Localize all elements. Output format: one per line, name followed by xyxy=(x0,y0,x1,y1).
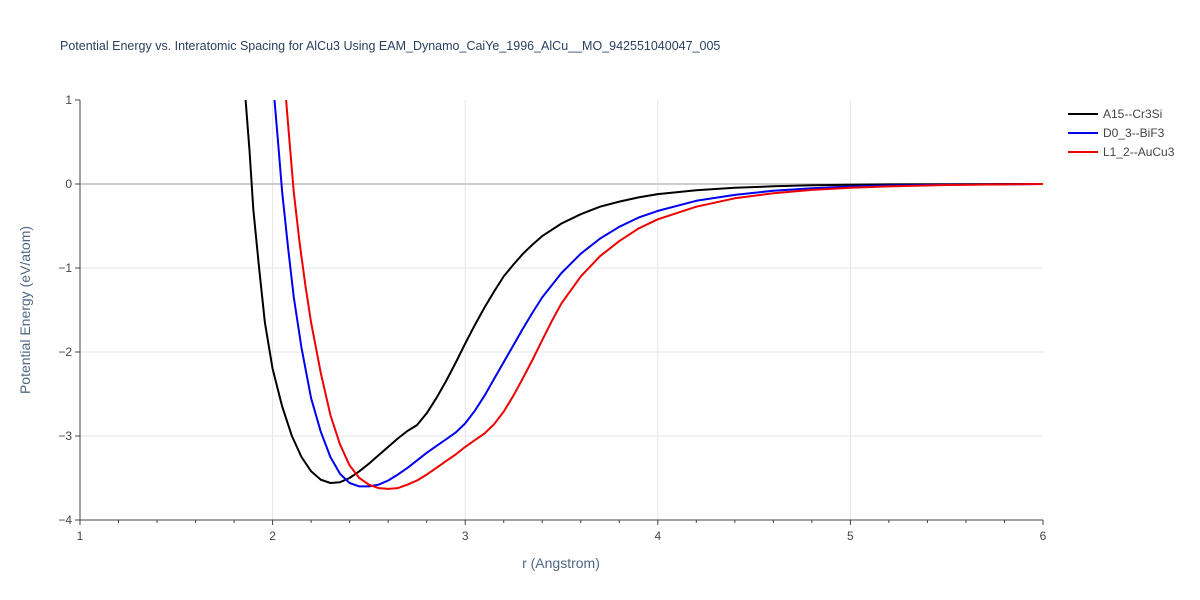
grid xyxy=(80,100,1043,520)
axes: 1 2 3 4 5 6 −4 −3 −2 −1 0 1 xyxy=(58,93,1046,543)
x-tick-label: 1 xyxy=(77,529,84,543)
legend-label: D0_3--BiF3 xyxy=(1103,126,1165,140)
legend-item[interactable]: A15--Cr3Si xyxy=(1068,107,1162,121)
y-tick-label: 0 xyxy=(65,177,72,191)
y-tick-label: 1 xyxy=(65,93,72,107)
y-tick-label: −1 xyxy=(58,261,72,275)
legend[interactable]: A15--Cr3Si D0_3--BiF3 L1_2--AuCu3 xyxy=(1068,107,1175,159)
legend-label: L1_2--AuCu3 xyxy=(1103,145,1175,159)
series-lines xyxy=(244,100,1043,490)
y-tick-label: −4 xyxy=(58,513,72,527)
series-line-1 xyxy=(273,100,1043,488)
chart-title: Potential Energy vs. Interatomic Spacing… xyxy=(60,39,720,53)
x-tick-label: 4 xyxy=(654,529,661,543)
x-tick-label: 6 xyxy=(1040,529,1047,543)
series-line-2 xyxy=(285,100,1043,490)
y-tick-label: −2 xyxy=(58,345,72,359)
x-tick-label: 3 xyxy=(462,529,469,543)
y-axis-title: Potential Energy (eV/atom) xyxy=(17,226,33,394)
x-tick-label: 5 xyxy=(847,529,854,543)
legend-item[interactable]: L1_2--AuCu3 xyxy=(1068,145,1175,159)
legend-label: A15--Cr3Si xyxy=(1103,107,1162,121)
x-axis-title: r (Angstrom) xyxy=(522,555,600,571)
x-tick-label: 2 xyxy=(269,529,276,543)
legend-item[interactable]: D0_3--BiF3 xyxy=(1068,126,1165,140)
series-line-0 xyxy=(244,100,1043,484)
y-tick-label: −3 xyxy=(58,429,72,443)
